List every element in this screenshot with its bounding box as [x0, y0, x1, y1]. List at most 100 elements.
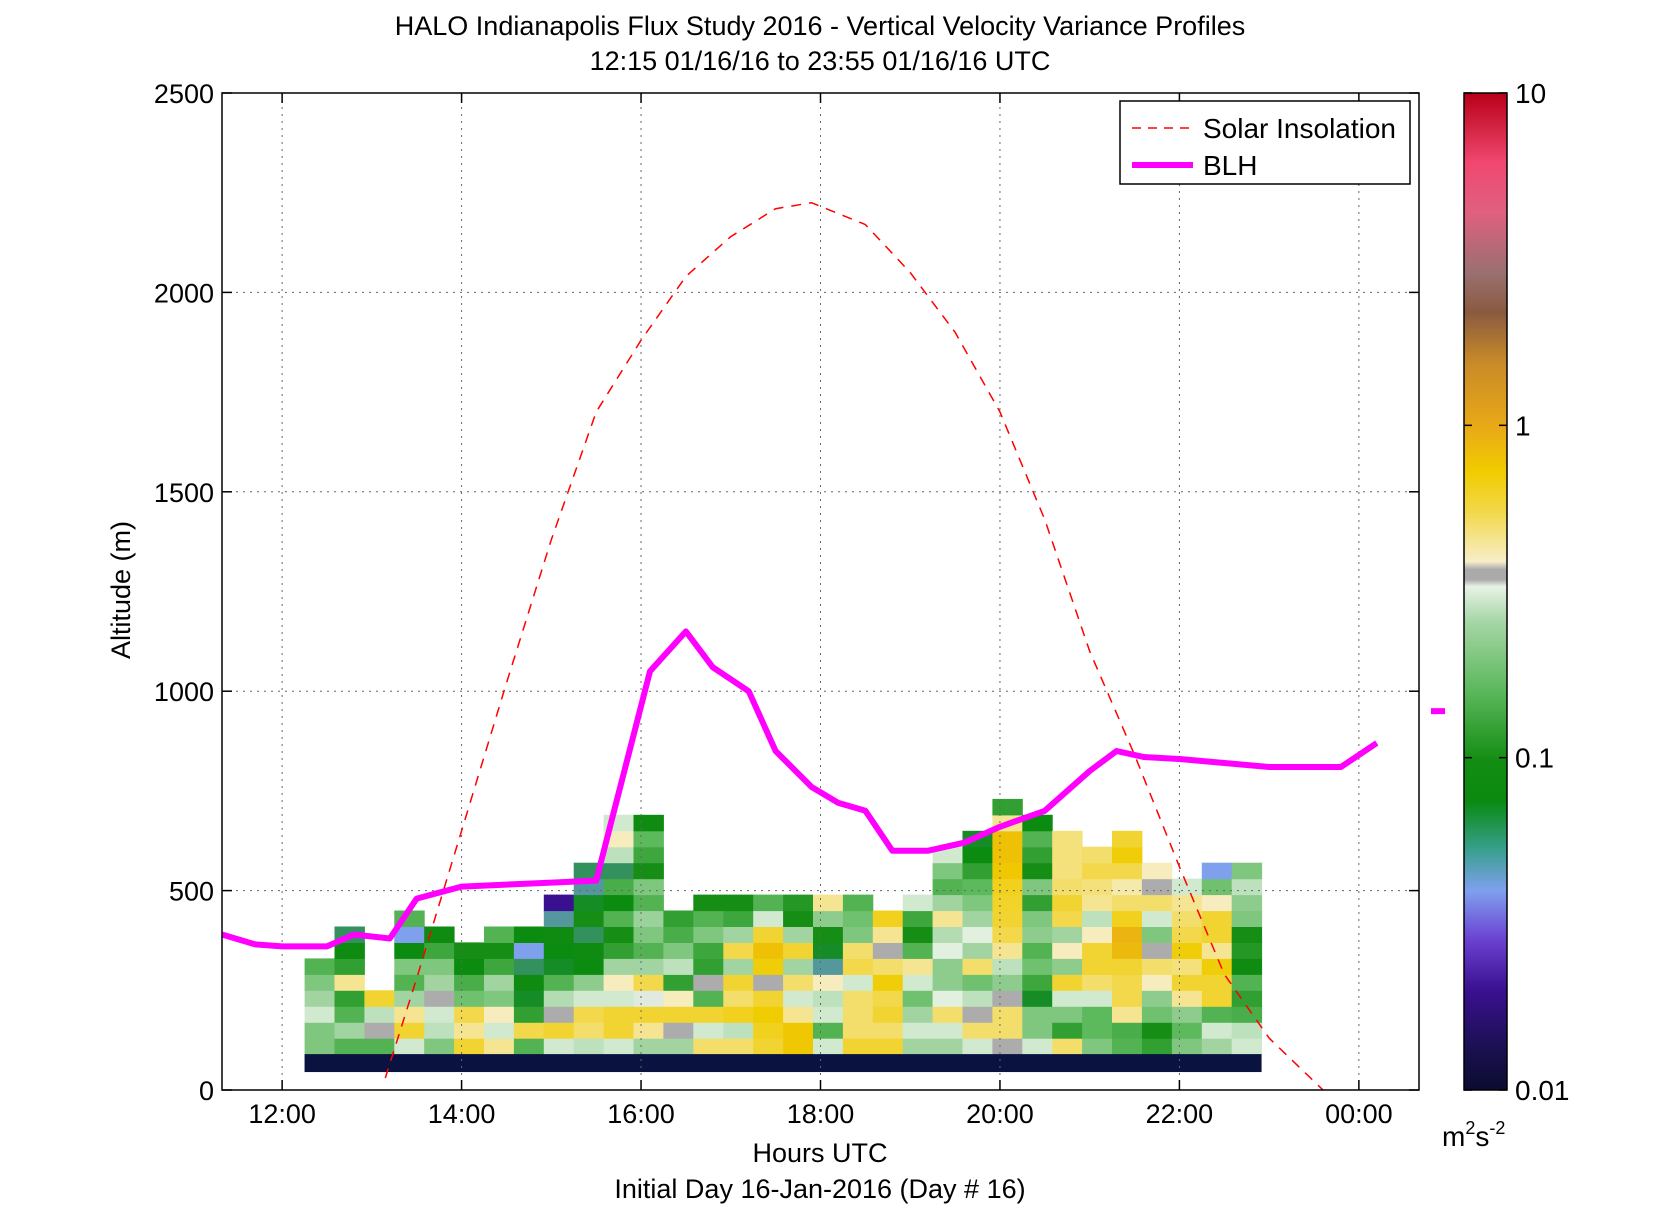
heatmap-cell	[633, 1038, 664, 1055]
solar-insolation-line	[384, 201, 1324, 1091]
heatmap-cell	[1052, 990, 1083, 1007]
legend-box	[1119, 100, 1411, 185]
heatmap-cell	[1171, 1006, 1203, 1023]
x-axis-label: Hours UTC	[752, 1138, 887, 1168]
heatmap-cell	[543, 1006, 575, 1023]
heatmap-cell	[1141, 1038, 1173, 1055]
heatmap-cell	[932, 1038, 963, 1055]
heatmap-cell	[992, 958, 1023, 975]
series-lines	[221, 201, 1445, 1091]
grid-lines	[222, 92, 1419, 1091]
heatmap-cell	[1141, 926, 1173, 943]
heatmap-cell	[842, 942, 874, 959]
heatmap-cell	[783, 1022, 814, 1039]
heatmap-cell	[1201, 862, 1233, 880]
heatmap-cell	[424, 942, 455, 959]
heatmap-cell	[1112, 958, 1143, 975]
heatmap-cell	[513, 1022, 545, 1039]
heatmap-cell	[603, 926, 634, 943]
heatmap-cell	[484, 1038, 515, 1055]
heatmap-cell	[1171, 894, 1203, 912]
heatmap-cell	[753, 958, 784, 975]
heatmap-cell	[1231, 1038, 1263, 1055]
heatmap-cell	[1141, 942, 1173, 959]
heatmap-cell	[603, 1022, 634, 1039]
heatmap-cell	[753, 974, 784, 991]
heatmap-cell	[603, 1006, 634, 1023]
heatmap-cell	[932, 1006, 963, 1023]
heatmap-cell	[1171, 958, 1203, 975]
heatmap-cell	[693, 958, 724, 975]
heatmap-cell	[1112, 878, 1143, 896]
heatmap-cell	[1171, 942, 1203, 959]
heatmap-cell	[992, 974, 1023, 991]
heatmap-cell	[573, 974, 605, 991]
heatmap-cell	[543, 958, 575, 975]
heatmap-cell	[1112, 1022, 1143, 1039]
heatmap-cell	[1141, 878, 1173, 896]
y-tick-label: 0	[199, 1076, 214, 1106]
heatmap-cell	[424, 958, 455, 975]
heatmap-cell	[783, 1038, 814, 1055]
heatmap-cell	[1141, 862, 1173, 880]
heatmap-cell	[842, 990, 874, 1007]
heatmap-cell	[872, 974, 904, 991]
legend: Solar Insolation BLH	[1119, 100, 1411, 185]
heatmap-cell	[872, 942, 904, 959]
heatmap-cell	[992, 942, 1023, 959]
heatmap-cell	[723, 942, 754, 959]
heatmap-cell	[1201, 1038, 1233, 1055]
heatmap-cell	[902, 942, 934, 959]
y-axis-label: Altitude (m)	[106, 521, 136, 659]
y-tick-label: 1500	[154, 478, 214, 508]
heatmap-cell	[902, 958, 934, 975]
colorbar-tick-label: 1	[1515, 410, 1531, 441]
heatmap-cell	[902, 1038, 934, 1055]
colorbar-tick-label: 0.1	[1515, 743, 1554, 774]
heatmap-cell	[543, 1022, 575, 1039]
heatmap-cell	[513, 1038, 545, 1055]
heatmap-cell	[723, 1022, 754, 1039]
heatmap-cell	[992, 1038, 1023, 1055]
heatmap-cell	[1112, 894, 1143, 912]
heatmap-cell	[842, 894, 874, 912]
heatmap-cell	[1052, 1006, 1083, 1023]
heatmap-cell	[693, 1022, 724, 1039]
blh-line	[221, 628, 1379, 950]
heatmap-cell	[454, 942, 485, 959]
heatmap-cell	[1171, 910, 1203, 927]
heatmap-cell	[633, 878, 664, 896]
heatmap-cell	[304, 1006, 335, 1023]
heatmap-cell	[1171, 878, 1203, 896]
heatmap-cell	[992, 862, 1023, 880]
heatmap-cell	[454, 974, 485, 991]
heatmap-cell	[484, 942, 515, 959]
heatmap-cell	[334, 1038, 365, 1055]
heatmap-cell	[1201, 910, 1233, 927]
heatmap-cell	[543, 974, 575, 991]
heatmap-cell	[513, 958, 545, 975]
heatmap-cell	[394, 990, 425, 1007]
heatmap-cell	[1082, 910, 1113, 927]
heatmap-cell	[394, 958, 425, 975]
heatmap-cell	[932, 910, 963, 927]
heatmap-cell	[1141, 974, 1173, 991]
heatmap-cell	[753, 910, 784, 927]
heatmap-cell	[1022, 878, 1053, 896]
heatmap-cell	[513, 974, 545, 991]
heatmap-cell	[454, 990, 485, 1007]
heatmap-cell	[484, 926, 515, 943]
heatmap-cell	[1141, 1022, 1173, 1039]
heatmap-cell	[1022, 1006, 1053, 1023]
heatmap-cell	[543, 926, 575, 943]
heatmap-cell	[723, 894, 754, 912]
heatmap-cell	[902, 910, 934, 927]
heatmap-cell	[1082, 1038, 1113, 1055]
heatmap-cell	[454, 1022, 485, 1039]
heatmap-cell	[1231, 958, 1263, 975]
y-tick-label: 500	[169, 877, 214, 907]
heatmap-cell	[1171, 1038, 1203, 1055]
heatmap-cell	[334, 1022, 365, 1039]
heatmap-cell	[334, 990, 365, 1007]
heatmap-cell	[543, 942, 575, 959]
